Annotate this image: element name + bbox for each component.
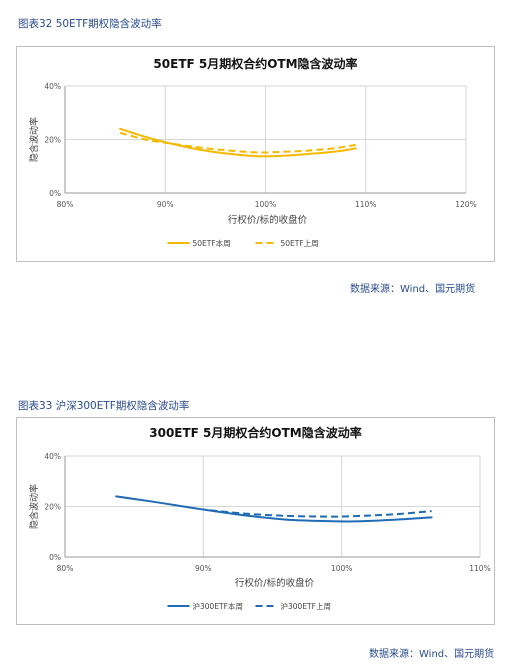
x-tick-label: 90% [157,200,174,209]
series-line-last-week [210,509,432,518]
x-tick-label: 120% [455,200,476,209]
legend-label: 沪300ETF本周 [193,601,243,611]
chart-legend: 沪300ETF本周 沪300ETF上周 [167,601,331,611]
x-tick-label: 80% [57,200,74,209]
chart-title: 50ETF 5月期权合约OTM隐含波动率 [153,56,357,71]
chart-panel-50etf: 50ETF 5月期权合约OTM隐含波动率 0% 20% 40% 80% 90% 100% 11… [16,46,495,262]
x-axis-label: 行权价/标的收盘价 [235,577,315,589]
series-line-last-week [119,131,356,154]
x-tick-label: 80% [57,564,74,573]
chart-legend: 50ETF本周 50ETF上周 [167,238,319,248]
legend-label: 沪300ETF上周 [281,601,331,611]
y-tick-label: 40% [44,82,61,91]
x-axis-label: 行权价/标的收盘价 [228,214,308,226]
figure-32-caption: 图表32 50ETF期权隐含波动率 [18,18,162,30]
figure-32-source: 数据来源：Wind、国元期货 [350,284,476,295]
y-tick-label: 20% [44,503,61,512]
series-line-this-week [115,495,433,523]
chart-50etf-iv: 50ETF 5月期权合约OTM隐含波动率 0% 20% 40% 80% 90% 100% 11… [28,56,477,248]
y-tick-label: 40% [44,452,61,461]
figure-33-caption: 图表33 沪深300ETF期权隐含波动率 [18,400,190,412]
legend-label: 50ETF本周 [193,238,231,248]
chart-panel-300etf: 300ETF 5月期权合约OTM隐含波动率 0% 20% 40% 80% 90% 100% 1… [16,417,495,625]
x-tick-label: 90% [195,564,212,573]
legend-label: 50ETF上周 [281,239,319,248]
y-tick-label: 0% [49,189,61,198]
x-tick-label: 100% [331,564,352,573]
y-tick-label: 0% [49,553,61,562]
figure-33-source: 数据来源：Wind、国元期货 [369,649,495,660]
x-tick-label: 110% [355,200,376,209]
y-axis-label: 隐含波动率 [28,484,40,529]
chart-300etf-iv: 300ETF 5月期权合约OTM隐含波动率 0% 20% 40% 80% 90% 100% 1… [28,425,491,611]
series-line-this-week [119,127,357,158]
chart-title: 300ETF 5月期权合约OTM隐含波动率 [149,425,362,440]
y-axis-label: 隐含波动率 [28,117,40,162]
y-tick-label: 20% [44,136,61,145]
x-tick-label: 110% [469,564,490,573]
x-tick-label: 100% [255,200,276,209]
